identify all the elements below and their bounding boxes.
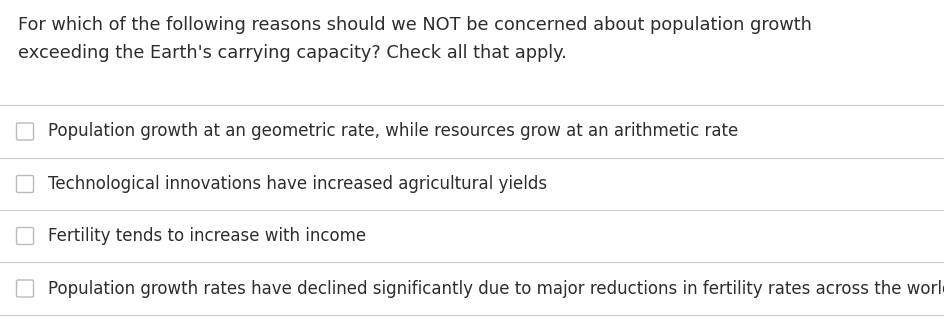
Text: For which of the following reasons should we NOT be concerned about population g: For which of the following reasons shoul… [18, 16, 811, 34]
Text: Population growth rates have declined significantly due to major reductions in f: Population growth rates have declined si… [48, 279, 944, 298]
Text: exceeding the Earth's carrying capacity? Check all that apply.: exceeding the Earth's carrying capacity?… [18, 44, 566, 62]
Text: Technological innovations have increased agricultural yields: Technological innovations have increased… [48, 175, 547, 193]
Text: Fertility tends to increase with income: Fertility tends to increase with income [48, 227, 365, 245]
Text: Population growth at an geometric rate, while resources grow at an arithmetic ra: Population growth at an geometric rate, … [48, 122, 737, 140]
